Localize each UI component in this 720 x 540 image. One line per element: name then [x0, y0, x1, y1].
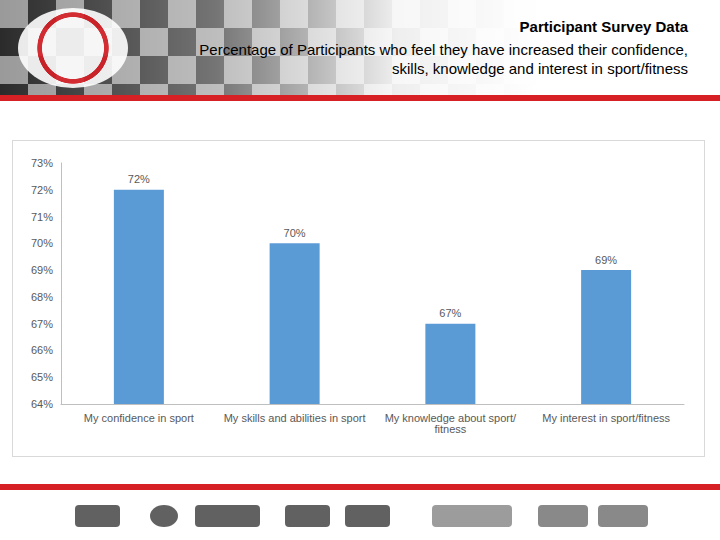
svg-text:69%: 69%: [595, 254, 617, 266]
svg-text:My skills and abilities in spo: My skills and abilities in sport: [224, 412, 366, 424]
svg-text:fitness: fitness: [434, 423, 466, 435]
svg-text:68%: 68%: [31, 291, 53, 303]
svg-text:70%: 70%: [284, 227, 306, 239]
svg-text:73%: 73%: [31, 157, 53, 169]
svg-text:72%: 72%: [128, 173, 150, 185]
svg-text:My confidence in sport: My confidence in sport: [84, 412, 194, 424]
svg-text:My knowledge about sport/: My knowledge about sport/: [384, 411, 517, 424]
svg-text:70%: 70%: [31, 237, 53, 249]
svg-text:65%: 65%: [31, 371, 53, 383]
svg-text:67%: 67%: [439, 307, 461, 319]
html-text:Participant Survey Data: Participant Survey Data: [519, 18, 688, 35]
svg-text:69%: 69%: [31, 264, 53, 276]
svg-text:66%: 66%: [31, 344, 53, 356]
svg-text:64%: 64%: [31, 398, 53, 410]
svg-text:My interest in sport/fitness: My interest in sport/fitness: [542, 412, 670, 424]
html-text:Percentage of Participants who: Percentage of Participants who feel they…: [199, 41, 688, 77]
svg-text:72%: 72%: [31, 184, 53, 196]
svg-text:71%: 71%: [31, 211, 53, 223]
svg-text:67%: 67%: [31, 318, 53, 330]
